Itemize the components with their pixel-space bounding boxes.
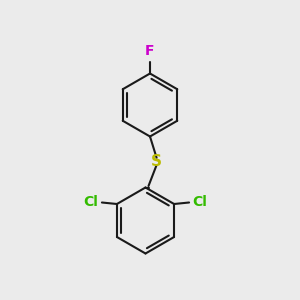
Text: S: S <box>151 154 162 169</box>
Text: Cl: Cl <box>83 196 98 209</box>
Text: F: F <box>145 44 155 58</box>
Text: Cl: Cl <box>193 196 208 209</box>
